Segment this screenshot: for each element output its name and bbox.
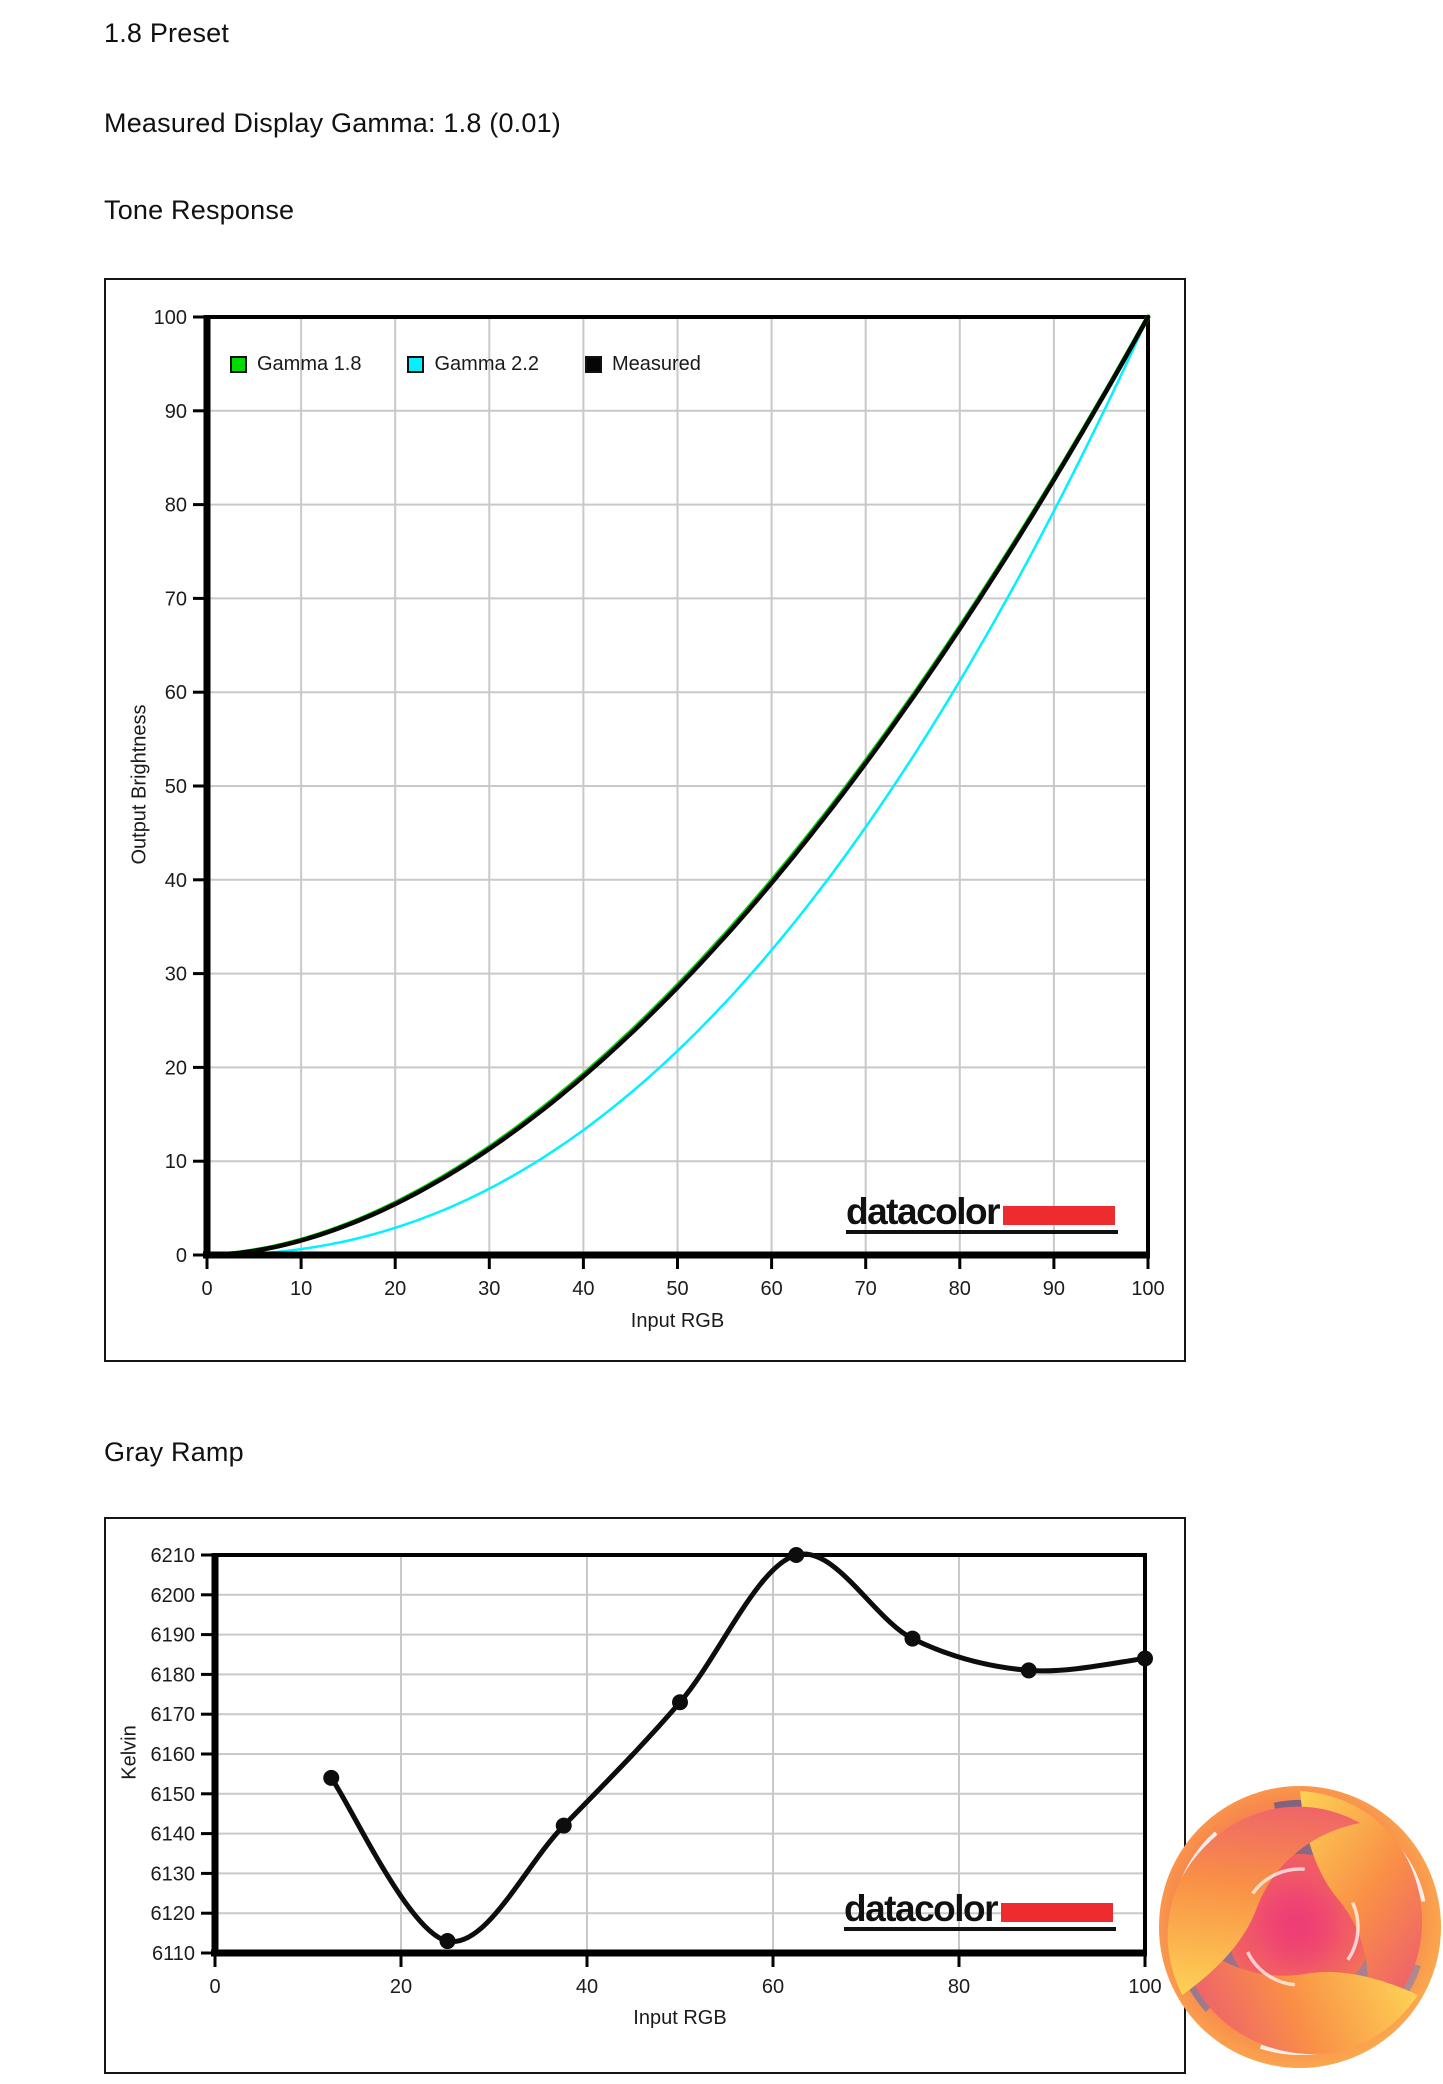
- datacolor-logo-text: datacolor: [846, 1191, 1001, 1232]
- svg-text:50: 50: [165, 776, 187, 798]
- svg-text:70: 70: [165, 588, 187, 610]
- svg-text:40: 40: [576, 1976, 598, 1998]
- svg-text:80: 80: [949, 1278, 971, 1300]
- svg-text:0: 0: [209, 1976, 220, 1998]
- section-title-tone-response: Tone Response: [104, 195, 295, 225]
- svg-text:20: 20: [384, 1278, 406, 1300]
- svg-text:80: 80: [948, 1976, 970, 1998]
- svg-text:6160: 6160: [151, 1744, 196, 1766]
- svg-text:40: 40: [572, 1278, 594, 1300]
- svg-text:100: 100: [1128, 1976, 1161, 1998]
- legend-swatch-gamma-18: [230, 356, 247, 373]
- legend-item-measured: Measured: [584, 353, 701, 376]
- svg-text:60: 60: [760, 1278, 782, 1300]
- svg-text:10: 10: [165, 1151, 187, 1173]
- kitguru-logo: [1159, 1786, 1441, 2068]
- kitguru-logo-core: [1254, 1881, 1346, 1973]
- section-title-gray-ramp: Gray Ramp: [104, 1437, 244, 1467]
- svg-text:6120: 6120: [151, 1903, 196, 1925]
- page-title: 1.8 Preset: [104, 18, 230, 48]
- svg-text:6140: 6140: [151, 1824, 196, 1846]
- svg-text:6200: 6200: [151, 1585, 196, 1607]
- svg-text:40: 40: [165, 870, 187, 892]
- legend-item-gamma-18: Gamma 1.8: [230, 353, 361, 376]
- svg-text:6190: 6190: [151, 1625, 196, 1647]
- svg-text:6210: 6210: [151, 1545, 196, 1567]
- svg-text:6110: 6110: [152, 1943, 195, 1965]
- legend-label-gamma-22: Gamma 2.2: [434, 353, 539, 375]
- legend-swatch-measured: [584, 356, 602, 373]
- datacolor-logo-tone: datacolor: [846, 1191, 1119, 1234]
- kitguru-logo-blades: [1167, 1791, 1423, 2054]
- svg-text:10: 10: [290, 1278, 312, 1300]
- datacolor-logo-text: datacolor: [844, 1888, 999, 1929]
- x-axis-label-input-rgb-gray: Input RGB: [633, 2007, 727, 2029]
- measured-gamma-text: Measured Display Gamma: 1.8 (0.01): [104, 108, 561, 138]
- legend-item-gamma-22: Gamma 2.2: [407, 353, 539, 376]
- legend-label-measured: Measured: [611, 353, 701, 375]
- legend-swatch-gamma-22: [407, 356, 425, 373]
- svg-text:50: 50: [666, 1278, 688, 1300]
- svg-text:70: 70: [855, 1278, 877, 1300]
- tone-response-legend: Gamma 1.8 Gamma 2.2 Measured: [230, 353, 701, 376]
- gray-ramp-chart: 6110 6120 6130 6140 6150 6160 6170 6180 6190 6200…: [104, 1517, 1186, 2074]
- svg-text:100: 100: [1131, 1278, 1164, 1300]
- kitguru-logo-inner-ring: [1240, 1867, 1360, 1987]
- tone-response-chart: 0 10 20 30 40 50 60 70 80 90 100 0 10 20 30 40 50 60 70 80 9…: [104, 278, 1186, 1362]
- svg-text:60: 60: [165, 682, 187, 704]
- x-axis-label-input-rgb-tone: Input RGB: [630, 1310, 725, 1332]
- svg-text:6130: 6130: [151, 1863, 196, 1885]
- svg-text:30: 30: [478, 1278, 500, 1300]
- datacolor-logo-red-bar: [1003, 1206, 1116, 1225]
- datacolor-logo-red-bar: [1001, 1903, 1114, 1922]
- svg-text:20: 20: [390, 1976, 412, 1998]
- svg-text:0: 0: [201, 1278, 212, 1300]
- svg-text:30: 30: [165, 964, 187, 986]
- datacolor-logo-gray: datacolor: [844, 1888, 1117, 1931]
- svg-text:90: 90: [1043, 1278, 1065, 1300]
- svg-text:60: 60: [762, 1976, 784, 1998]
- svg-text:6170: 6170: [151, 1704, 196, 1726]
- svg-text:80: 80: [165, 495, 187, 517]
- legend-label-gamma-18: Gamma 1.8: [257, 353, 362, 375]
- y-axis-label-kelvin: Kelvin: [118, 1725, 141, 1780]
- svg-text:6180: 6180: [151, 1664, 196, 1686]
- svg-text:0: 0: [176, 1245, 187, 1267]
- svg-text:100: 100: [154, 307, 187, 329]
- svg-text:90: 90: [165, 401, 187, 423]
- tone-response-plot: 0 10 20 30 40 50 60 70 80 90 100 0 10 20 30 40 50 60 70 80 9…: [154, 307, 1165, 1300]
- y-axis-label-output-brightness: Output Brightness: [128, 704, 151, 865]
- gray-ramp-plot: 6110 6120 6130 6140 6150 6160 6170 6180 6190 6200…: [151, 1545, 1162, 1998]
- svg-text:20: 20: [165, 1057, 187, 1079]
- svg-text:6150: 6150: [151, 1784, 196, 1806]
